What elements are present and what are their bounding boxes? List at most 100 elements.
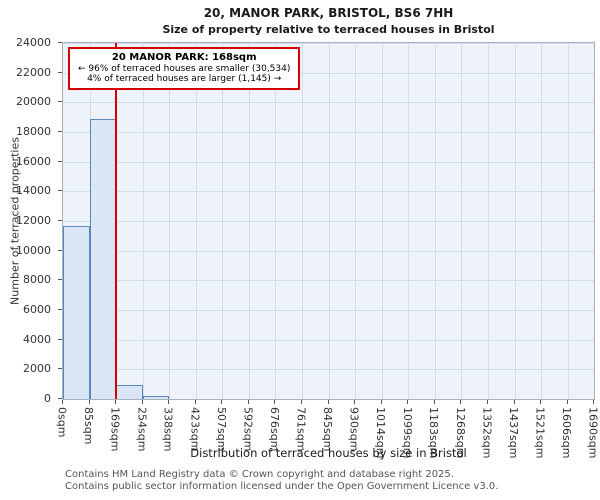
x-tick-mark [168,400,170,404]
gridline-vertical [540,43,542,399]
y-tick-mark [58,101,62,103]
y-tick-label: 18000 [16,125,51,138]
x-tick-mark [62,400,63,404]
gridline-vertical [514,43,516,399]
y-axis-ticks: 0 2000 4000 6000 8000 10000 12000 14000 16000 180… [0,36,62,405]
gridline-vertical [434,43,436,399]
x-tick-mark [407,400,409,404]
y-tick-mark [58,368,62,370]
gridline-vertical [408,43,410,399]
property-size-marker-line [114,43,117,399]
x-tick-mark [141,400,143,404]
x-tick-label: 1437sqm [507,407,520,459]
y-tick-mark [58,220,62,221]
y-tick-mark [58,131,62,132]
gridline-vertical [567,43,569,399]
x-tick-mark [460,400,462,404]
annotation-larger-text: 4% of terraced houses are larger (1,145)… [87,74,282,84]
x-tick-mark [115,400,117,404]
histogram-bar [89,118,117,399]
x-tick-label: 1606sqm [560,407,574,459]
x-tick-label: 676sqm [267,407,281,452]
x-tick-mark [248,400,249,404]
x-tick-label: 507sqm [214,407,228,452]
x-tick-label: 592sqm [241,407,255,452]
y-tick-mark [58,42,62,43]
gridline-vertical [461,43,463,399]
x-tick-mark [566,400,568,404]
y-tick-mark [58,249,62,251]
annotation-box: 20 MANOR PARK: 168sqm ← 96% of terraced … [68,47,301,90]
gridline-vertical [142,43,144,399]
y-tick-label: 22000 [16,65,51,79]
y-tick-label: 0 [44,392,51,405]
x-tick-mark [593,400,594,404]
x-tick-label: 1521sqm [533,407,547,459]
gridline-vertical [169,43,171,399]
x-tick-mark [327,400,329,404]
chart-subtitle: Size of property relative to terraced ho… [162,23,495,36]
gridline-vertical [222,43,224,399]
y-tick-mark [58,398,62,399]
x-tick-mark [539,400,541,404]
y-tick-label: 20000 [16,95,51,109]
x-tick-label: 423sqm [188,407,202,452]
x-tick-mark [194,400,196,404]
y-tick-mark [58,309,62,310]
x-axis-label: Distribution of terraced houses by size … [190,446,467,460]
x-tick-label: 761sqm [294,407,308,452]
x-tick-mark [354,400,356,404]
x-tick-mark [88,400,90,404]
x-tick-mark [274,400,276,404]
chart-title: 20, MANOR PARK, BRISTOL, BS6 7HH [203,6,454,20]
annotation-smaller-text: ← 96% of terraced houses are smaller (30… [78,64,291,74]
x-tick-label: 1014sqm [374,407,388,459]
x-tick-label: 254sqm [135,407,149,452]
y-tick-label: 24000 [16,36,51,49]
y-tick-mark [58,160,62,162]
y-tick-label: 16000 [16,154,51,168]
y-tick-mark [58,71,62,73]
y-tick-label: 14000 [16,184,51,198]
x-axis-ticks: 0sqm 85sqm 169sqm 254sqm 338sqm 423sqm 507sqm 5… [56,400,600,470]
gridline-vertical [355,43,357,399]
gridline-vertical [328,43,330,399]
gridline-vertical [302,43,304,399]
y-tick-label: 8000 [23,273,51,287]
x-tick-label: 0sqm [55,407,69,438]
x-tick-mark [380,400,382,404]
x-tick-label: 85sqm [82,407,96,445]
gridline-vertical [381,43,383,399]
y-tick-label: 4000 [23,332,51,346]
y-tick-label: 2000 [23,362,51,376]
histogram-bar [142,396,170,399]
footer-attribution: Contains HM Land Registry data © Crown c… [65,469,454,480]
x-tick-mark [301,400,303,404]
histogram-bar [63,226,90,399]
y-tick-mark [58,338,62,340]
x-tick-label: 338sqm [161,407,175,452]
x-tick-label: 1268sqm [453,407,467,459]
histogram-bar [116,384,143,399]
y-tick-label: 12000 [16,214,51,227]
gridline-vertical [275,43,277,399]
annotation-title: 20 MANOR PARK: 168sqm [111,52,257,63]
x-tick-label: 169sqm [108,407,122,452]
x-tick-mark [513,400,515,404]
gridline-vertical [487,43,489,399]
plot-area [62,42,595,400]
x-tick-label: 1690sqm [586,407,600,459]
x-tick-label: 1352sqm [480,407,494,459]
gridline-vertical [249,43,250,399]
x-tick-label: 930sqm [347,407,361,452]
x-tick-label: 845sqm [321,407,334,452]
y-tick-mark [58,190,62,192]
footer-licence: Contains public sector information licen… [65,481,499,492]
x-tick-mark [221,400,223,404]
y-tick-label: 6000 [23,303,51,316]
x-tick-mark [486,400,488,404]
x-tick-label: 1183sqm [427,407,441,459]
x-tick-label: 1099sqm [400,407,414,459]
y-tick-mark [58,279,62,281]
